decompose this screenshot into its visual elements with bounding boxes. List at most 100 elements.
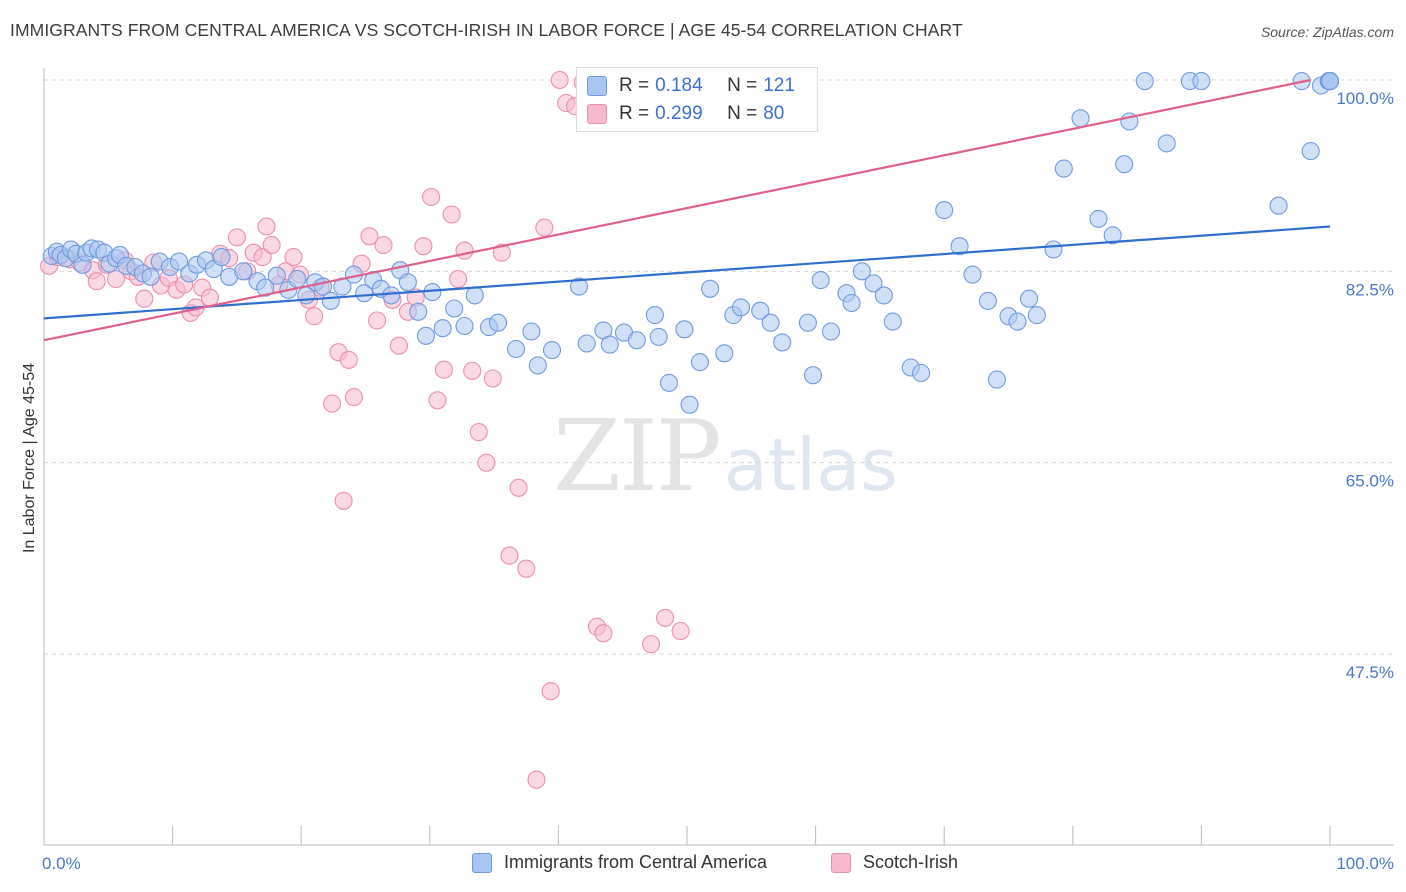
correlation-legend: R = 0.184 N = 121 R = 0.299 N = 80 [576,67,818,132]
central-america-point [169,252,189,271]
scotch-irish-point [477,453,496,472]
central-america-point [1192,72,1211,91]
central-america-point [798,313,817,332]
central-america-point [645,306,664,325]
scotch-irish-point [428,391,447,410]
legend-swatch-pink [587,104,607,124]
central-america-trend-line [43,225,1331,320]
central-america-point [1157,134,1176,153]
scotch-irish-point [641,635,661,654]
scotch-irish-point [227,228,246,247]
legend-r-label: R = [619,103,650,124]
scotch-irish-point [671,621,690,641]
central-america-point [542,341,562,360]
central-america-point [212,248,231,267]
central-america-point [874,286,893,305]
scotch-irish-point [469,423,488,442]
central-america-point [267,266,286,285]
scotch-irish-points [40,70,706,789]
central-america-point [821,322,841,341]
scotch-irish-point [463,361,482,380]
legend-row-scotch-irish: R = 0.299 N = 80 [587,102,784,126]
central-america-point [416,326,435,345]
scotch-irish-point [344,388,363,407]
central-america-point [141,267,160,286]
scotch-irish-point [434,360,453,379]
scotch-irish-point [262,236,281,255]
scotch-irish-point [389,336,408,355]
central-america-point [842,293,861,313]
legend-r-value: 0.184 [655,75,703,96]
scotch-irish-point [368,311,387,330]
scotch-irish-point [135,289,154,308]
central-america-point [600,335,619,354]
scotch-irish-point [323,394,342,413]
legend-label: Scotch-Irish [863,852,959,872]
central-america-point [883,312,902,331]
legend-row-central-america: R = 0.184 N = 121 [587,74,795,98]
central-america-point [1020,289,1039,308]
y-tick-label: 65.0% [1346,472,1394,491]
central-america-point [1054,159,1073,178]
central-america-point [852,262,871,281]
scotch-irish-point [253,248,272,267]
scotch-irish-point [483,369,502,388]
central-america-point [355,284,374,303]
central-america-point [1115,155,1134,174]
scotch-irish-point [656,608,675,627]
central-america-point [627,331,646,350]
central-america-point [649,327,668,346]
central-america-point [528,356,547,375]
legend-swatch-blue [587,76,607,96]
scotch-irish-point [339,350,358,369]
central-america-point [963,265,982,284]
central-america-point [761,313,780,332]
central-america-point [569,277,589,296]
axes [43,68,1394,846]
central-america-point [731,298,751,317]
scotch-irish-point [87,272,106,291]
central-america-point [659,373,679,392]
y-tick-label: 82.5% [1346,280,1394,299]
central-america-point [398,273,417,292]
central-america-point [1044,240,1063,259]
central-america-point [1071,109,1090,128]
central-america-point [577,334,596,353]
central-america-point [445,299,464,318]
scotch-irish-point [509,478,528,497]
legend-swatch-pink [831,852,851,873]
central-america-point [465,286,484,305]
central-america-point [701,279,720,298]
central-america-point [751,301,770,320]
scotch-irish-point [517,559,536,578]
trend-lines [43,78,1331,342]
legend-n-value: 121 [763,75,795,96]
central-america-point [803,366,823,385]
series-legend: Immigrants from Central America Scotch-I… [0,852,1406,876]
legend-n-value: 80 [763,103,785,124]
watermark: ZIPatlas [553,400,898,514]
scotch-irish-point [535,218,554,237]
central-america-point [978,291,997,310]
source-label: Source: ZipAtlas.com [1260,24,1394,40]
legend-r-label: R = [619,75,650,96]
legend-item-scotch-irish[interactable]: Scotch-Irish [831,852,958,873]
y-tick-label: 100.0% [1336,89,1394,108]
legend-item-central-america[interactable]: Immigrants from Central America [472,852,767,873]
central-america-point [433,319,452,338]
central-america-point [987,370,1006,389]
central-america-point [256,278,275,297]
scotch-irish-point [527,770,546,789]
central-america-point [1089,209,1108,228]
central-america-point [382,286,401,305]
central-america-point [1269,196,1288,215]
grid-lines [44,79,1394,655]
scotch-irish-point [594,624,613,643]
scotch-irish-point [360,227,379,246]
central-america-point [773,333,792,352]
central-america-point [690,353,709,372]
scotch-irish-point [374,236,393,255]
watermark-zip: ZIP [553,400,722,514]
central-america-point [1301,142,1320,161]
central-america-point [1027,306,1046,325]
